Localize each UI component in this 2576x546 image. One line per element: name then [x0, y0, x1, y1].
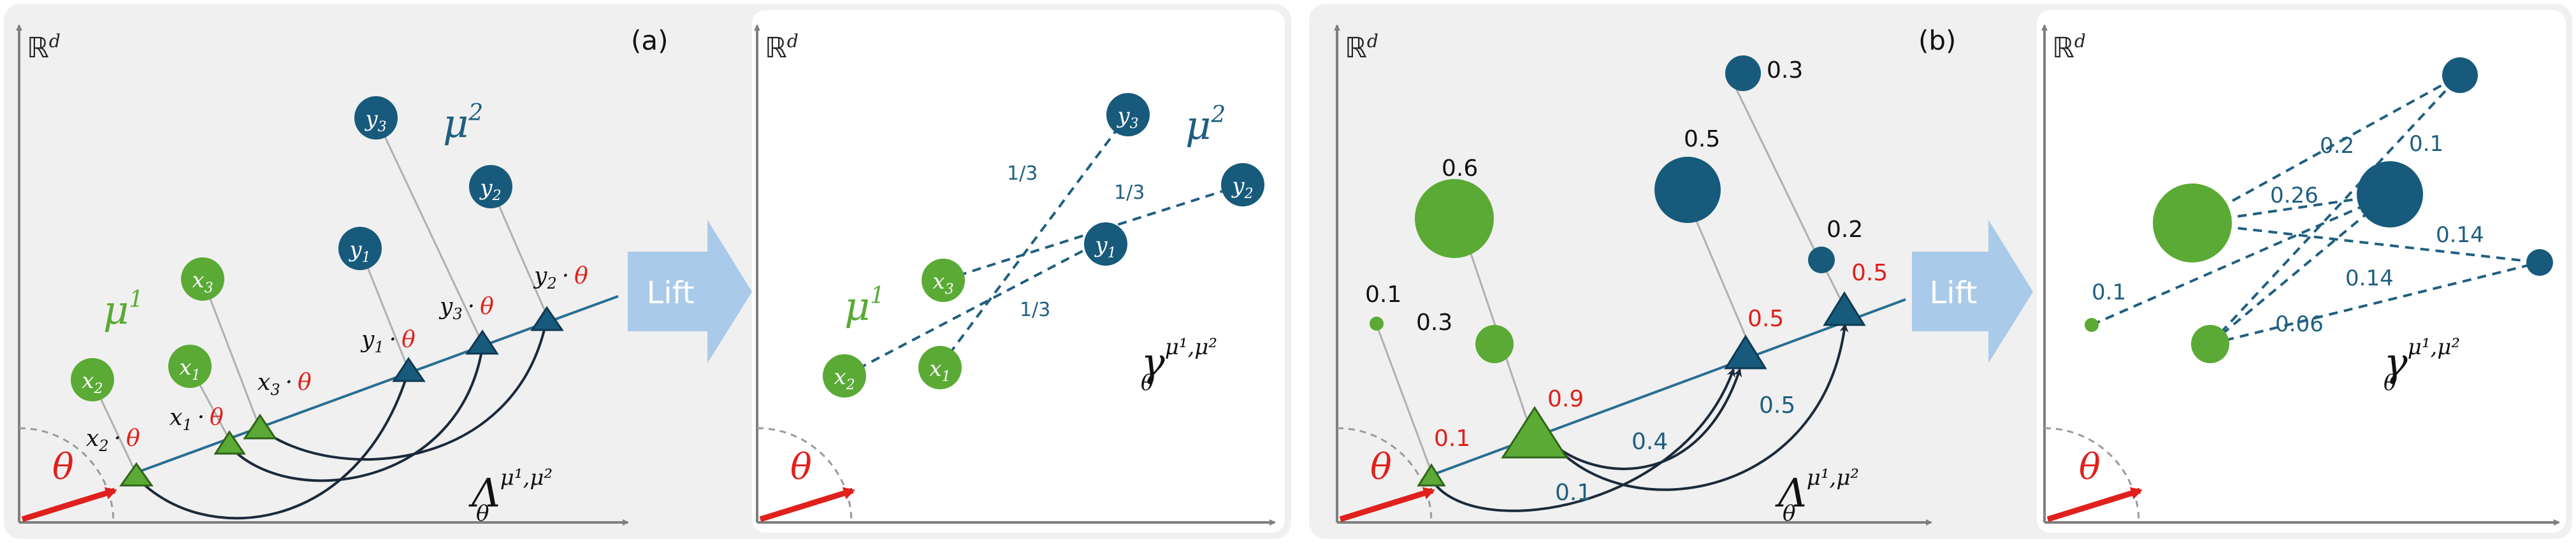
transport-curves-a [136, 317, 550, 520]
y-masses-b [1654, 55, 1835, 273]
flow-2: 0.5 [1759, 392, 1795, 419]
x1-label-a-right: x1 [929, 356, 950, 385]
theta-label-a-right: θ [790, 447, 812, 488]
lift-label-a: Lift [647, 275, 695, 311]
x-masses-b-right [2085, 183, 2232, 363]
x2-label-a: x2 [82, 368, 103, 397]
panel-a-left-axes [16, 24, 629, 526]
panel-a-right-axes [754, 24, 1276, 526]
proj-x-mass-0: 0.1 [1434, 426, 1470, 452]
weight-b-1: 0.1 [2409, 131, 2443, 157]
gamma-label-b: γμ¹,μ² θ [2384, 334, 2460, 396]
y-mass-0: 0.3 [1767, 57, 1803, 83]
theta-arrow-b-right [2046, 487, 2143, 522]
mu2-label-a: μ2 [443, 100, 483, 147]
lambda-label-b: Λμ¹,μ² θ [1775, 465, 1859, 526]
proj-y1-label: y1 · θ [360, 327, 416, 356]
lift-arrow-b [1912, 220, 2033, 363]
proj-y3-label: y3 · θ [438, 294, 494, 323]
proj-y-mass-1: 0.5 [1851, 260, 1888, 286]
lift-arrow-a [628, 220, 752, 363]
x-mass-1: 0.6 [1442, 155, 1478, 182]
theta-label-a: θ [52, 447, 74, 488]
gamma-label-a: γμ¹,μ² θ [1141, 334, 1217, 396]
weight-b-4: 0.1 [2092, 280, 2126, 305]
space-label-a: ℝd [27, 31, 61, 64]
x2-label-a-right: x2 [834, 364, 855, 393]
lambda-label-a: Λμ¹,μ² θ [468, 465, 553, 526]
transport-curves-b [1433, 324, 1849, 512]
panel-b-right-axes [2041, 24, 2560, 526]
panel-a-tag: (a) [631, 25, 669, 56]
flow-0: 0.1 [1555, 480, 1591, 506]
weight-b-0: 0.2 [2320, 133, 2354, 159]
weight-b-5: 0.14 [2345, 266, 2394, 291]
proj-y-mass-0: 0.5 [1747, 306, 1784, 332]
panel-b-right-bg [2037, 10, 2566, 533]
x-points-a [71, 257, 224, 401]
flow-1: 0.4 [1632, 429, 1668, 455]
y1-label-a: y1 [348, 237, 370, 266]
weight-b-2: 0.26 [2270, 183, 2319, 208]
y1-label-a-right: y1 [1094, 233, 1116, 261]
y-mass-2: 0.2 [1827, 217, 1863, 243]
y-masses-b-right [2357, 57, 2553, 276]
space-label-b: ℝd [1345, 31, 1378, 64]
weight-a-2: 1/3 [1020, 299, 1050, 321]
projected-y-triangles-b [1724, 291, 1866, 370]
proj-x-mass-1: 0.9 [1547, 386, 1584, 412]
theta-label-b-right: θ [2079, 447, 2101, 488]
x1-label-a: x1 [179, 355, 200, 384]
x-mass-2: 0.3 [1416, 310, 1452, 336]
mu1-label-a-right: μ1 [844, 283, 885, 329]
x3-label-a-right: x3 [932, 269, 953, 298]
x-points-a-right [823, 259, 965, 398]
proj-y2-label: y2 · θ [533, 263, 588, 292]
proj-x3-label: x3 · θ [257, 370, 312, 399]
y3-label-a: y3 [364, 106, 386, 135]
weight-a-1: 1/3 [1114, 182, 1145, 204]
panel-b-tag: (b) [1918, 25, 1956, 56]
x3-label-a: x3 [192, 268, 213, 296]
proj-x1-label: x1 · θ [170, 405, 224, 434]
y2-label-a-right: y2 [1231, 173, 1253, 202]
mu2-label-a-right: μ2 [1185, 102, 1226, 148]
space-label-b-right: ℝd [2052, 31, 2086, 64]
y-points-a [338, 96, 512, 270]
projected-x-triangles-a [119, 413, 277, 487]
space-label-a-right: ℝd [765, 31, 799, 64]
panel-a-right-bg [752, 10, 1285, 533]
lift-label-b: Lift [1930, 275, 1978, 311]
y3-label-a-right: y3 [1116, 103, 1138, 132]
panel-b-left-axes [1334, 24, 1932, 526]
weight-b-3: 0.14 [2436, 222, 2484, 248]
theta-label-b: θ [1370, 447, 1392, 488]
theta-arrow-b [1339, 487, 1435, 522]
theta-arrow-a-right [759, 487, 855, 522]
y-points-a-right [1084, 93, 1264, 266]
theta-arrow [21, 487, 117, 522]
weight-a-0: 1/3 [1007, 162, 1038, 185]
projected-x-triangles-b [1417, 406, 1568, 487]
projected-y-triangles-a [392, 306, 564, 382]
weight-b-6: 0.06 [2275, 312, 2324, 337]
x-masses-b [1370, 179, 1514, 363]
mu1-label-a: μ1 [103, 287, 143, 333]
proj-x2-label: x2 · θ [86, 426, 140, 455]
x-mass-0: 0.1 [1365, 282, 1401, 308]
y-mass-1: 0.5 [1684, 126, 1720, 152]
y2-label-a: y2 [479, 175, 501, 204]
projection-line-b [1427, 298, 1906, 478]
